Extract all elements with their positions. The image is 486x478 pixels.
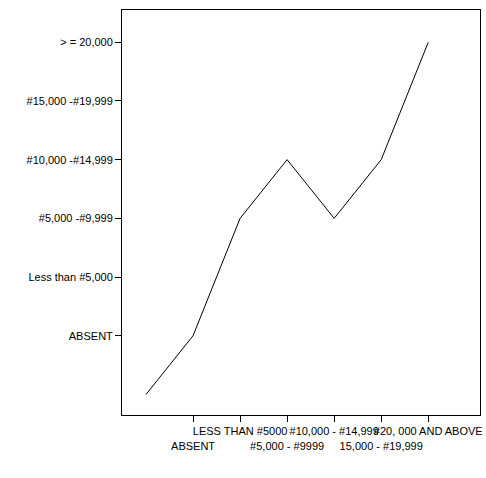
svg-text:#10,000 -#14,999: #10,000 -#14,999	[27, 154, 113, 166]
svg-text:#5,000 - #9999: #5,000 - #9999	[250, 440, 324, 452]
svg-text:15,000 - #19,999: 15,000 - #19,999	[340, 440, 423, 452]
svg-text:#20, 000 AND ABOVE: #20, 000 AND ABOVE	[374, 425, 483, 437]
svg-text:ABSENT: ABSENT	[69, 330, 113, 342]
svg-text:#15,000 -#19,999: #15,000 -#19,999	[27, 95, 113, 107]
svg-text:LESS THAN #5000: LESS THAN #5000	[193, 425, 288, 437]
svg-text:#5,000 -#9,999: #5,000 -#9,999	[39, 212, 113, 224]
svg-text:ABSENT: ABSENT	[171, 440, 215, 452]
svg-text:Less than #5,000: Less than #5,000	[28, 271, 112, 283]
svg-text:#10,000 - #14,999: #10,000 - #14,999	[290, 425, 379, 437]
svg-text:> = 20,000: > = 20,000	[60, 36, 113, 48]
